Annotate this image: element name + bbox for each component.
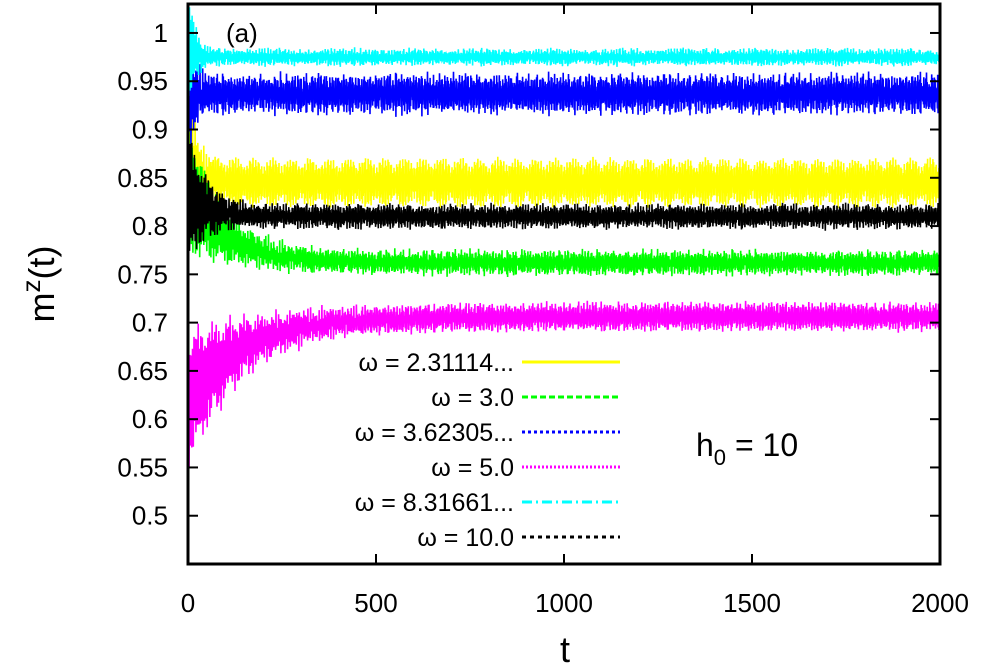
y-tick-label: 0.7 <box>132 308 168 338</box>
x-tick-label: 1500 <box>723 588 781 618</box>
panel-label: (a) <box>226 18 258 48</box>
y-tick-label: 0.95 <box>117 66 168 96</box>
legend-label: ω = 3.0 <box>431 384 514 412</box>
series-layer <box>188 4 940 468</box>
series-line <box>188 142 940 251</box>
series-line <box>188 98 940 216</box>
y-tick-label: 0.75 <box>117 259 168 289</box>
legend-label: ω = 10.0 <box>417 524 514 552</box>
x-tick-label: 500 <box>354 588 397 618</box>
y-axis-label-sup: z <box>16 279 46 292</box>
y-tick-label: 0.55 <box>117 452 168 482</box>
series-line <box>188 28 940 152</box>
y-tick-label: 0.65 <box>117 356 168 386</box>
x-tick-label: 0 <box>181 588 195 618</box>
x-tick-label: 1000 <box>535 588 593 618</box>
y-tick-label: 0.6 <box>132 404 168 434</box>
y-tick-label: 0.9 <box>132 115 168 145</box>
series-line <box>188 130 940 278</box>
h0-annotation-sub: 0 <box>714 445 726 470</box>
y-tick-label: 0.8 <box>132 211 168 241</box>
series-line <box>188 4 940 97</box>
legend-label: ω = 3.62305... <box>355 419 514 447</box>
series-line <box>188 300 940 468</box>
y-axis-label-base: m <box>21 292 62 322</box>
h0-annotation: h0 = 10 <box>696 427 798 470</box>
y-axis-label-tail: (t) <box>21 246 62 280</box>
legend-label: ω = 5.0 <box>431 454 514 482</box>
tick-layer: 0 500 1000 1500 2000 0.5 0.55 0.6 0.65 0.7 0.75 0.8… <box>117 4 969 618</box>
h0-annotation-base: h <box>696 427 714 463</box>
y-axis-label: mz(t) <box>16 246 62 323</box>
h0-annotation-tail: = 10 <box>726 427 798 463</box>
x-tick-label: 2000 <box>911 588 969 618</box>
legend: ω = 2.31114... ω = 3.0 ω = 3.62305... ω = 5… <box>355 349 620 552</box>
x-axis-label: t <box>560 629 570 664</box>
y-tick-label: 1 <box>154 18 168 48</box>
y-tick-label: 0.5 <box>132 501 168 531</box>
legend-label: ω = 8.31661... <box>355 489 514 517</box>
y-tick-label: 0.85 <box>117 163 168 193</box>
legend-label: ω = 2.31114... <box>358 349 514 377</box>
